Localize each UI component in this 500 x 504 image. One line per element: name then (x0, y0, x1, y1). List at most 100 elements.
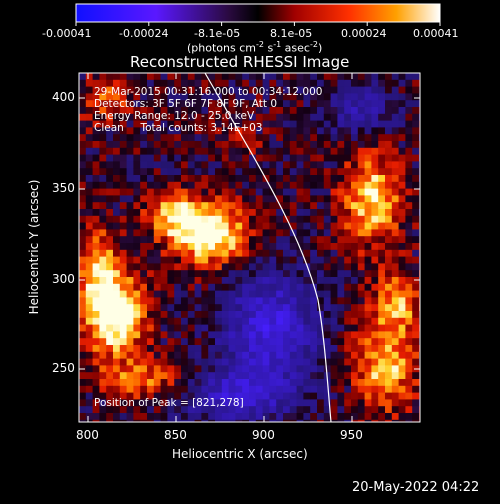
heatmap-cell (174, 345, 182, 353)
heatmap-cell (228, 134, 236, 142)
heatmap-cell (167, 304, 175, 312)
heatmap-cell (92, 419, 100, 422)
heatmap-cell (357, 134, 366, 142)
heatmap-image (79, 73, 420, 422)
heatmap-cell (113, 243, 121, 251)
heatmap-cell (174, 236, 182, 244)
heatmap-cell (99, 256, 107, 264)
heatmap-cell (92, 195, 100, 203)
heatmap-cell (262, 304, 270, 312)
heatmap-cell (310, 304, 318, 312)
heatmap-cell (391, 202, 400, 210)
heatmap-cell (323, 100, 332, 108)
heatmap-cell (85, 113, 94, 122)
heatmap-cell (371, 392, 379, 400)
heatmap-cell (242, 127, 250, 135)
heatmap-cell (167, 161, 175, 169)
heatmap-cell (133, 256, 141, 264)
heatmap-cell (371, 351, 379, 360)
heatmap-cell (194, 161, 202, 169)
heatmap-cell (262, 263, 270, 271)
heatmap-cell (160, 127, 168, 135)
heatmap-cell (99, 379, 107, 387)
heatmap-cell (235, 100, 243, 108)
heatmap-cell (167, 181, 175, 190)
heatmap-cell (303, 358, 311, 366)
heatmap-cell (215, 419, 223, 422)
heatmap-cell (208, 249, 216, 258)
heatmap-cell (276, 243, 284, 251)
heatmap-cell (187, 243, 196, 251)
heatmap-cell (221, 419, 230, 422)
heatmap-cell (269, 134, 277, 142)
heatmap-cell (126, 304, 134, 312)
heatmap-cell (242, 79, 250, 88)
heatmap-cell (378, 345, 386, 353)
heatmap-cell (140, 141, 148, 149)
heatmap-cell (323, 290, 332, 298)
heatmap-cell (385, 277, 393, 285)
heatmap-cell (337, 277, 345, 285)
heatmap-cell (412, 331, 420, 339)
heatmap-cell (289, 270, 298, 278)
heatmap-cell (208, 351, 216, 360)
heatmap-cell (385, 270, 393, 278)
heatmap-cell (310, 236, 318, 244)
heatmap-cell (296, 270, 304, 278)
heatmap-cell (147, 392, 155, 400)
heatmap-cell (357, 181, 366, 190)
heatmap-cell (140, 304, 148, 312)
heatmap-cell (79, 263, 87, 271)
heatmap-cell (92, 202, 100, 210)
heatmap-cell (344, 256, 352, 264)
heatmap-cell (228, 297, 236, 305)
heatmap-cell (249, 351, 257, 360)
heatmap-cell (357, 168, 366, 176)
heatmap-cell (147, 413, 155, 421)
heatmap-cell (351, 283, 359, 292)
heatmap-cell (140, 372, 148, 380)
heatmap-cell (85, 290, 94, 298)
heatmap-cell (344, 243, 352, 251)
heatmap-cell (385, 338, 393, 346)
heatmap-cell (289, 304, 298, 312)
heatmap-cell (385, 134, 393, 142)
heatmap-cell (181, 338, 189, 346)
info-energy-range: Energy Range: 12.0 - 25.0 keV (94, 110, 255, 122)
heatmap-cell (249, 181, 257, 190)
heatmap-cell (269, 113, 277, 122)
heatmap-cell (378, 147, 386, 156)
heatmap-cell (99, 188, 107, 196)
heatmap-cell (106, 249, 114, 258)
heatmap-cell (167, 338, 175, 346)
heatmap-cell (276, 209, 284, 217)
heatmap-cell (126, 236, 134, 244)
heatmap-cell (317, 154, 325, 162)
heatmap-cell (99, 100, 107, 108)
heatmap-cell (283, 277, 291, 285)
heatmap-cell (364, 331, 372, 339)
heatmap-cell (378, 338, 386, 346)
heatmap-cell (405, 372, 413, 380)
heatmap-cell (106, 215, 114, 224)
heatmap-cell (160, 419, 168, 422)
heatmap-cell (405, 406, 413, 414)
heatmap-cell (99, 358, 107, 366)
heatmap-cell (181, 79, 189, 88)
heatmap-cell (357, 372, 366, 380)
heatmap-cell (174, 351, 182, 360)
heatmap-cell (242, 168, 250, 176)
heatmap-cell (249, 283, 257, 292)
heatmap-cell (310, 134, 318, 142)
heatmap-cell (194, 215, 202, 224)
heatmap-cell (351, 270, 359, 278)
heatmap-cell (255, 290, 264, 298)
heatmap-cell (167, 406, 175, 414)
heatmap-cell (119, 297, 128, 305)
heatmap-cell (194, 345, 202, 353)
heatmap-cell (85, 93, 94, 101)
heatmap-cell (262, 236, 270, 244)
heatmap-cell (106, 399, 114, 407)
heatmap-cell (228, 73, 236, 81)
